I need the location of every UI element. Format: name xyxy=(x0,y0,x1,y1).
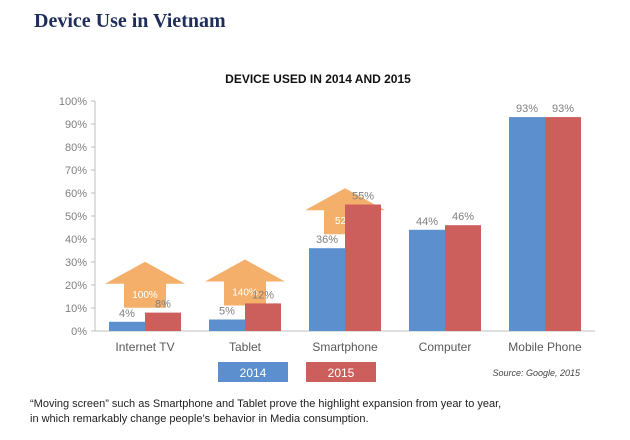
bars xyxy=(109,117,581,331)
bar-2014 xyxy=(209,319,245,331)
data-label: 46% xyxy=(452,211,474,223)
y-tick-label: 70% xyxy=(65,165,87,177)
bar-2014 xyxy=(309,248,345,331)
data-label: 12% xyxy=(252,289,274,301)
bar-2014 xyxy=(509,117,545,331)
source-note: Source: Google, 2015 xyxy=(492,368,581,378)
x-tick-label: Internet TV xyxy=(115,340,174,354)
legend-label-2015: 2015 xyxy=(328,366,355,380)
bar-2014 xyxy=(409,229,445,331)
data-label: 93% xyxy=(516,103,538,115)
legend-swatch-2015 xyxy=(306,362,376,382)
y-tick-label: 0% xyxy=(71,326,87,338)
y-tick-label: 80% xyxy=(65,142,87,154)
legend: 2014 2015 xyxy=(218,362,376,382)
y-tick-label: 60% xyxy=(65,188,87,200)
data-label: 4% xyxy=(119,308,135,320)
bar-2015 xyxy=(545,117,581,331)
bar-chart: DEVICE USED IN 2014 AND 2015 0% 10% 20% 30%… xyxy=(59,72,595,382)
axes: 0% 10% 20% 30% 40% 50% 60% 70% 80% 90% 100% Interne… xyxy=(59,96,595,354)
y-tick-label: 100% xyxy=(59,96,87,108)
data-label: 5% xyxy=(219,306,235,318)
data-label: 36% xyxy=(316,234,338,246)
chart-title: DEVICE USED IN 2014 AND 2015 xyxy=(225,72,411,86)
x-tick-label: Mobile Phone xyxy=(508,340,582,354)
bar-2015 xyxy=(245,303,281,331)
growth-arrow-label: 140% xyxy=(232,288,258,299)
bar-2014 xyxy=(109,321,145,331)
x-tick-label: Computer xyxy=(419,340,472,354)
y-tick-label: 90% xyxy=(65,119,87,131)
footnote-line-1: “Moving screen” such as Smartphone and T… xyxy=(30,398,502,410)
y-tick-label: 30% xyxy=(65,257,87,269)
legend-label-2014: 2014 xyxy=(240,366,267,380)
y-tick-label: 50% xyxy=(65,211,87,223)
x-tick-label: Tablet xyxy=(229,340,262,354)
data-labels: 4% 8% 5% 12% 36% 55% 44% 46% 93% 93% xyxy=(119,103,574,320)
growth-arrow-label: 100% xyxy=(132,290,158,301)
y-tick-label: 20% xyxy=(65,280,87,292)
data-label: 55% xyxy=(352,191,374,203)
growth-arrow xyxy=(205,259,285,306)
data-label: 8% xyxy=(155,299,171,311)
footnote: “Moving screen” such as Smartphone and T… xyxy=(30,397,610,427)
bar-2015 xyxy=(445,225,481,331)
bar-2015 xyxy=(145,312,181,331)
y-tick-label: 10% xyxy=(65,303,87,315)
legend-swatch-2014 xyxy=(218,362,288,382)
bar-2015 xyxy=(345,204,381,331)
data-label: 93% xyxy=(552,103,574,115)
growth-arrow xyxy=(105,261,185,308)
x-tick-label: Smartphone xyxy=(312,340,378,354)
y-tick-label: 40% xyxy=(65,234,87,246)
footnote-line-2: in which remarkably change people’s beha… xyxy=(30,413,369,425)
page-title: Device Use in Vietnam xyxy=(34,10,226,32)
data-label: 44% xyxy=(416,216,438,228)
